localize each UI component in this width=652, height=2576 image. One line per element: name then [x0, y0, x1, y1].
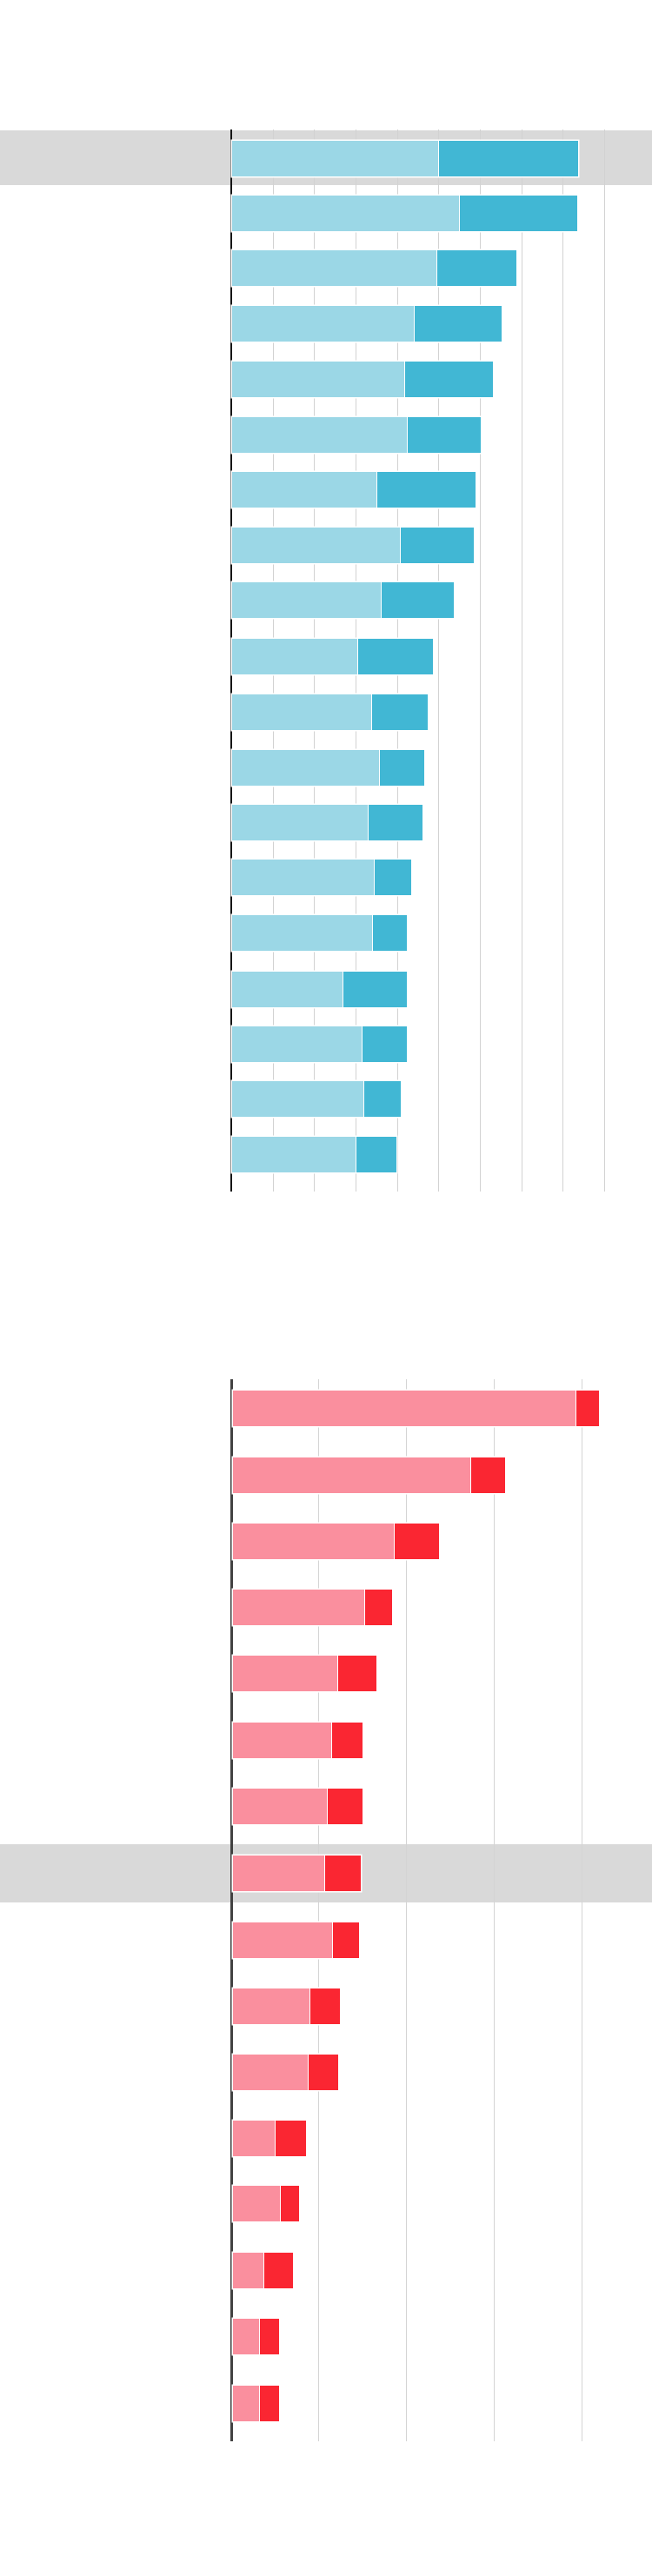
bar-extension-segment: [259, 2319, 279, 2354]
bar-extension-segment: [331, 1723, 363, 1758]
bar-extension-segment: [394, 1524, 439, 1559]
bar-row-1: [233, 1391, 599, 1426]
bar-extension-segment: [374, 860, 411, 895]
bar-row-3: [232, 250, 516, 286]
bar-extension-segment: [379, 750, 424, 786]
plot-area: [0, 1379, 652, 2441]
bar-extension-segment: [414, 306, 502, 342]
bar-extension-segment: [470, 1457, 505, 1493]
gridline: [438, 129, 439, 1192]
bar-row-10: [232, 639, 433, 674]
bar-row-2: [232, 196, 577, 231]
bar-row-7: [232, 472, 476, 508]
bar-extension-segment: [280, 2186, 299, 2221]
bar-row-4: [233, 1590, 392, 1625]
bar-extension-segment: [407, 417, 481, 453]
bar-row-6: [232, 417, 481, 453]
bar-extension-segment: [308, 2055, 338, 2090]
bar-extension-segment: [263, 2253, 293, 2288]
bar-extension-segment: [337, 1656, 376, 1691]
bar-extension-segment: [372, 915, 407, 951]
bar-row-6: [233, 1723, 363, 1758]
bar-row-11: [233, 2055, 338, 2090]
bar-row-15: [232, 915, 407, 951]
bar-row-12: [233, 2121, 306, 2156]
bar-row-7: [233, 1789, 363, 1824]
bar-extension-segment: [400, 528, 474, 563]
gridline: [406, 1379, 407, 2441]
bar-extension-segment: [275, 2121, 306, 2156]
bar-row-11: [232, 694, 428, 730]
bar-row-14: [233, 2253, 293, 2288]
bar-row-5: [232, 362, 493, 397]
bar-row-4: [232, 306, 502, 342]
bar-row-9: [233, 1922, 359, 1958]
bar-extension-segment: [436, 250, 516, 286]
gridline: [318, 1379, 319, 2441]
y-axis-line: [230, 129, 232, 1192]
bar-row-2: [233, 1457, 505, 1493]
bar-extension-segment: [376, 472, 476, 508]
y-axis-line: [230, 1379, 233, 2441]
bar-extension-segment: [324, 1856, 361, 1891]
bar-extension-segment: [259, 2386, 279, 2421]
bar-row-12: [232, 750, 424, 786]
bar-extension-segment: [327, 1789, 363, 1824]
bar-row-13: [233, 2186, 299, 2221]
bar-row-15: [233, 2319, 279, 2354]
bar-row-17: [232, 1026, 407, 1062]
bar-row-16: [233, 2386, 279, 2421]
bar-extension-segment: [356, 1137, 396, 1172]
bar-row-19: [232, 1137, 396, 1172]
gridline: [562, 129, 563, 1192]
bar-extension-segment: [363, 1081, 401, 1117]
bar-row-5: [233, 1656, 376, 1691]
bar-extension-segment: [381, 582, 454, 618]
bar-row-14: [232, 860, 411, 895]
bar-extension-segment: [332, 1922, 359, 1958]
bar-extension-segment: [575, 1391, 599, 1426]
bar-row-1: [232, 141, 578, 176]
bar-row-3: [233, 1524, 439, 1559]
gridline: [604, 129, 605, 1192]
bar-extension-segment: [438, 141, 578, 176]
gridline: [494, 1379, 495, 2441]
bar-extension-segment: [362, 1026, 407, 1062]
bar-extension-segment: [343, 972, 407, 1007]
bar-extension-segment: [404, 362, 493, 397]
bar-row-8: [233, 1856, 361, 1891]
bar-row-10: [233, 1988, 340, 2024]
bar-extension-segment: [459, 196, 577, 231]
bar-row-8: [232, 528, 474, 563]
bar-extension-segment: [357, 639, 433, 674]
bar-row-18: [232, 1081, 401, 1117]
bar-row-9: [232, 582, 454, 618]
bar-row-16: [232, 972, 407, 1007]
bar-extension-segment: [368, 805, 422, 840]
bar-row-13: [232, 805, 422, 840]
gridline: [480, 129, 481, 1192]
bar-extension-segment: [364, 1590, 392, 1625]
bar-extension-segment: [371, 694, 428, 730]
bar-extension-segment: [309, 1988, 340, 2024]
